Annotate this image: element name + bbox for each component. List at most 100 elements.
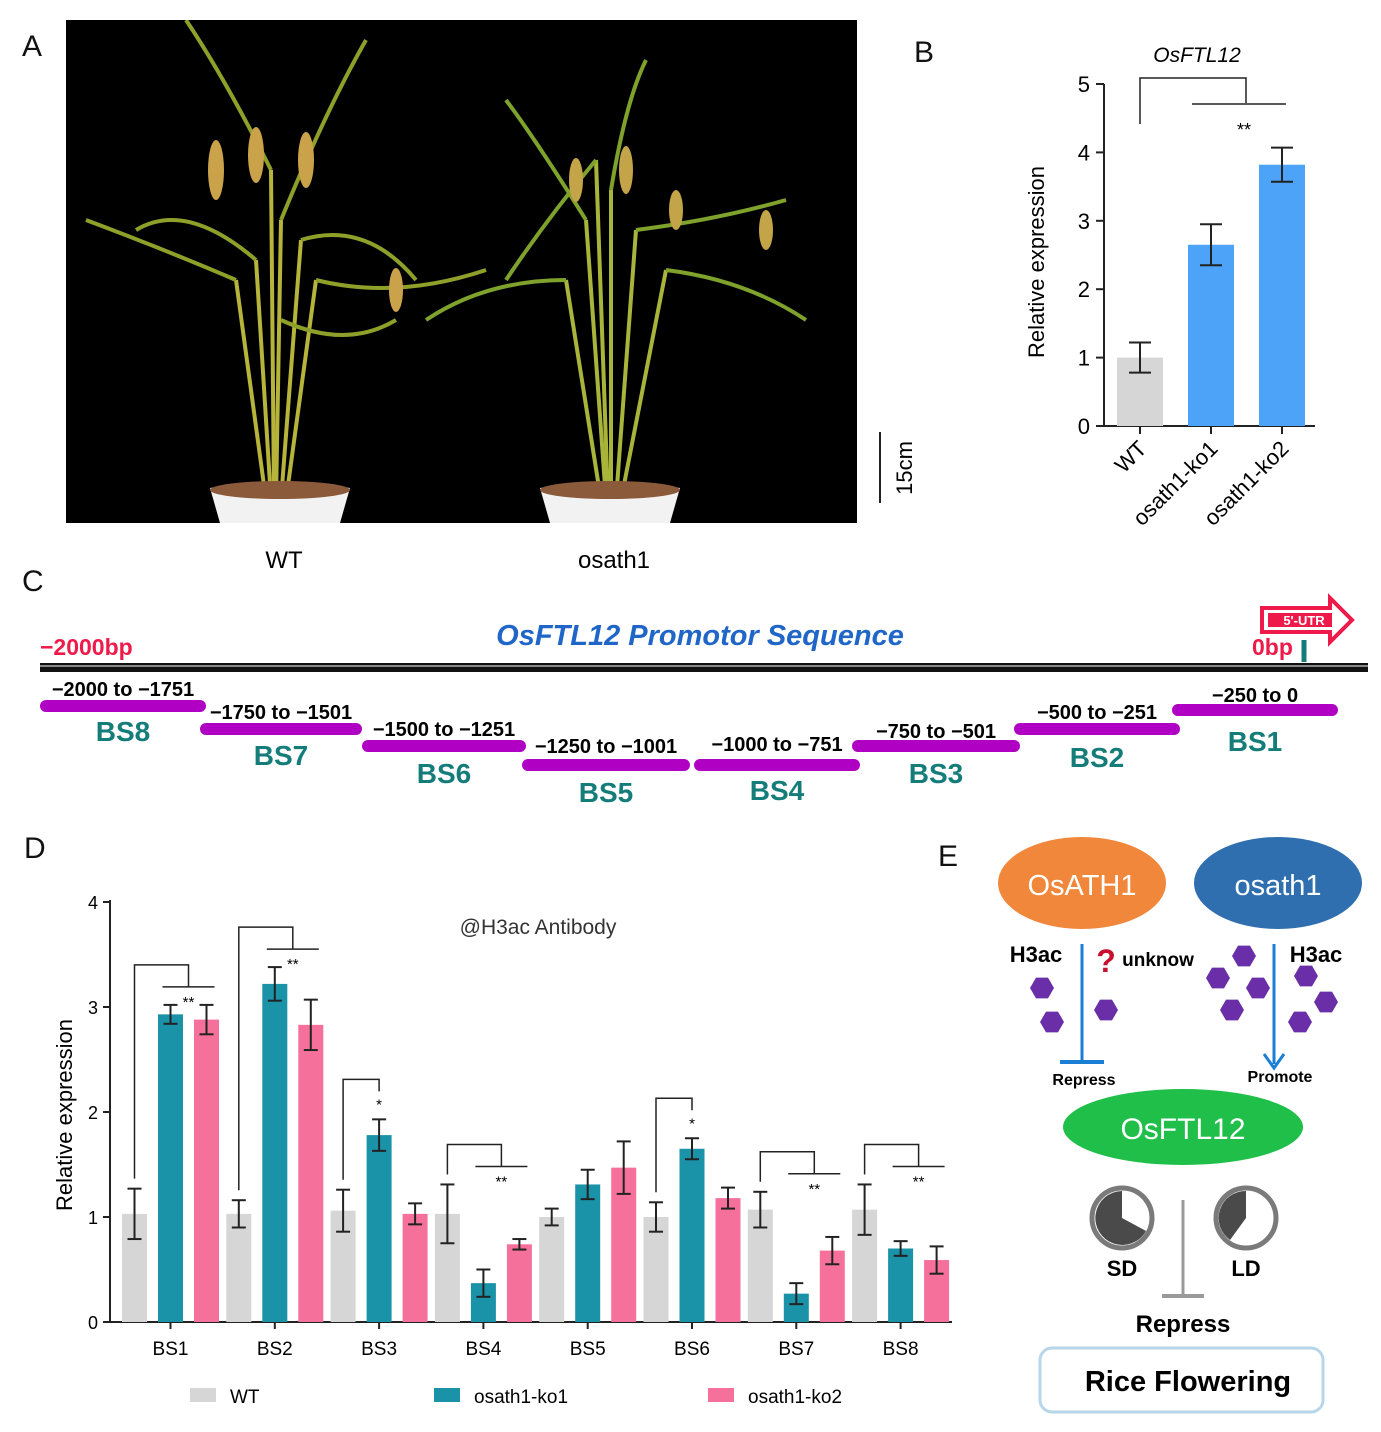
h3ac-hexagon-icon — [1232, 945, 1256, 967]
h3ac-hexagon-icon — [1094, 999, 1118, 1021]
promoter-line — [40, 663, 1368, 672]
chart-d-sig-bracket — [133, 964, 190, 1179]
chart-b-category-label: WT — [1110, 436, 1152, 478]
chart-d-legend-swatch — [190, 1388, 216, 1402]
chart-d: Relative expression @H3ac Antibody 0 1 2 3 4… — [52, 893, 952, 1408]
chart-b-ytick-label: 0 — [1078, 414, 1090, 439]
chart-d-category-label: BS6 — [674, 1339, 710, 1360]
promoter-end-label: 0bp — [1252, 634, 1293, 660]
chart-b-ytick-label: 3 — [1078, 209, 1090, 234]
chart-b-ytick-label: 4 — [1078, 140, 1090, 165]
chart-d-bar — [226, 1213, 252, 1322]
utr-arrow-fill — [1268, 613, 1332, 627]
binding-site-name: BS2 — [1070, 742, 1124, 773]
chart-d-category-label: BS8 — [883, 1339, 919, 1360]
chart-d-category-label: BS3 — [361, 1339, 397, 1360]
h3ac-right-label: H3ac — [1290, 942, 1343, 967]
repress-top-label: Repress — [1052, 1072, 1115, 1089]
chart-d-bar — [298, 1024, 324, 1322]
binding-site-range: −750 to −501 — [876, 721, 996, 743]
scale-label: 15cm — [892, 441, 917, 495]
chart-d-ytick-label: 3 — [88, 998, 98, 1018]
chart-b-ytick-label: 2 — [1078, 277, 1090, 302]
plant-photo — [66, 20, 857, 523]
binding-site-range: −1250 to −1001 — [535, 736, 677, 758]
promoter-title: OsFTL12 Promotor Sequence — [496, 620, 904, 652]
h3ac-hexagon-icon — [1288, 1011, 1312, 1033]
chart-d-sig-bracket — [759, 1151, 816, 1182]
chart-d-legend-swatch — [708, 1388, 734, 1402]
chart-d-bar — [539, 1217, 565, 1322]
wt-panicles — [208, 127, 403, 312]
h3ac-hexagon-icon — [1220, 999, 1244, 1021]
binding-site-name: BS5 — [579, 777, 633, 808]
chart-d-sig-label: ** — [496, 1173, 508, 1190]
chart-d-category-label: BS5 — [570, 1339, 606, 1360]
oval-osath1-mutant — [1194, 837, 1362, 929]
promote-arrowhead — [1262, 1053, 1286, 1071]
chart-d-bar — [506, 1244, 532, 1322]
panel-letter-b: B — [914, 36, 935, 69]
chart-d-bar — [643, 1217, 669, 1322]
binding-site-name: BS3 — [909, 758, 963, 789]
h3ac-hexagon-icon — [1030, 977, 1054, 999]
chart-d-sig-bracket — [342, 1078, 380, 1180]
chart-d-bar — [402, 1213, 428, 1322]
binding-site-name: BS8 — [96, 716, 150, 747]
plant-label-osath1: osath1 — [578, 547, 650, 574]
binding-site-name: BS6 — [417, 758, 471, 789]
chart-d-bar — [679, 1148, 705, 1322]
sd-label: SD — [1107, 1256, 1138, 1281]
panel-letter-e: E — [938, 840, 959, 873]
promote-label: Promote — [1248, 1069, 1313, 1086]
h3ac-hexagon-icon — [1246, 977, 1270, 999]
chart-b-title: OsFTL12 — [1153, 44, 1241, 67]
chart-d-sig-bracket — [655, 1097, 693, 1193]
chart-d-category-label: BS1 — [153, 1339, 189, 1360]
chart-d-sig-label: ** — [287, 956, 299, 973]
h3ac-hexagon-icon — [1040, 1011, 1064, 1033]
chart-d-bar — [888, 1248, 914, 1322]
binding-site-name: BS1 — [1228, 726, 1282, 757]
plant-illustration — [85, 20, 808, 523]
binding-site-range: −1750 to −1501 — [210, 702, 352, 724]
osath1-plant — [424, 59, 808, 501]
binding-site-range: −500 to −251 — [1037, 702, 1157, 724]
chart-b-ytick-label: 5 — [1078, 72, 1090, 97]
ld-label: LD — [1231, 1256, 1260, 1281]
rice-flowering-box — [1038, 1346, 1325, 1414]
chart-d-bar — [262, 983, 288, 1322]
h3ac-hexagon-icon — [1314, 991, 1338, 1013]
ld-clock-dark-sector — [1218, 1190, 1246, 1240]
chart-d-legend-swatch — [434, 1388, 460, 1402]
unknow-label: unknow — [1122, 950, 1194, 971]
osath1-panicles — [569, 146, 773, 250]
chart-d-category-label: BS2 — [257, 1339, 293, 1360]
chart-d-sig-bracket — [863, 1143, 920, 1175]
chart-d-sig-bracket — [446, 1143, 503, 1175]
chart-d-sig-label: ** — [183, 994, 195, 1011]
binding-site-range: −1000 to −751 — [711, 734, 842, 756]
h3ac-left-label: H3ac — [1010, 942, 1063, 967]
chart-d-legend-label: osath1-ko2 — [748, 1387, 842, 1408]
wt-soil — [210, 481, 350, 499]
promoter-start-label: −2000bp — [40, 634, 133, 660]
question-mark: ? — [1096, 943, 1116, 979]
chart-d-ytick-label: 0 — [88, 1313, 98, 1333]
chart-d-ytick-label: 4 — [88, 893, 98, 913]
oval-osath1-mutant-label: osath1 — [1234, 870, 1321, 902]
chart-d-ytick-label: 1 — [88, 1208, 98, 1228]
chart-b-sig-bracket — [1139, 77, 1247, 124]
binding-sites: −2000 to −1751 BS8 −1750 to −1501 BS7 −1500 … — [40, 679, 1338, 808]
chart-b-bar — [1188, 244, 1234, 426]
oval-osftl12-label: OsFTL12 — [1120, 1113, 1245, 1146]
h3ac-hexagon-icon — [1206, 967, 1230, 989]
chart-b-bar — [1259, 164, 1305, 426]
panel-letter-d: D — [24, 832, 46, 865]
utr-label: 5'-UTR — [1283, 613, 1325, 628]
rice-flowering-label: Rice Flowering — [1085, 1366, 1291, 1398]
panel-letter-a: A — [22, 30, 43, 63]
chart-d-sig-label: * — [376, 1096, 382, 1113]
chart-d-sig-label: ** — [808, 1181, 820, 1198]
